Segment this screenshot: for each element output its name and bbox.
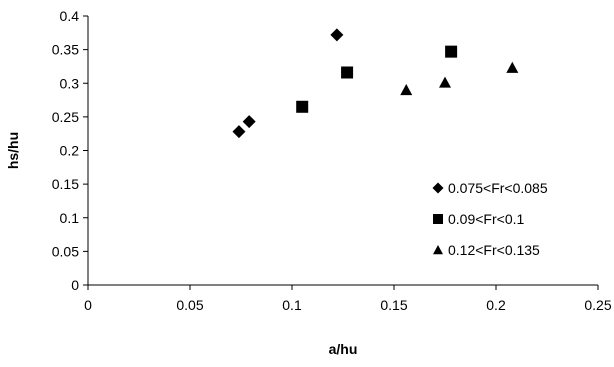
y-tick-label: 0: [71, 277, 79, 293]
square-point: [296, 100, 309, 113]
x-tick-label: 0.2: [486, 297, 506, 313]
legend-label: 0.09<Fr<0.1: [448, 211, 524, 227]
legend-square-marker: [433, 214, 443, 224]
x-tick-label: 0.05: [176, 297, 203, 313]
y-tick-label: 0.1: [60, 210, 80, 226]
diamond-point: [330, 28, 344, 42]
y-tick-label: 0.4: [60, 8, 80, 24]
legend-triangle-marker: [433, 245, 443, 255]
triangle-point: [506, 61, 519, 73]
y-tick-label: 0.15: [52, 176, 79, 192]
tick-labels: 0 0.05 0.1 0.15 0.2 0.25 0.3 0.35 0.4 0 0.05 0.1 0.1…: [52, 8, 612, 313]
axes: [83, 15, 599, 290]
diamond-point: [232, 125, 246, 139]
y-tick-label: 0.2: [60, 143, 80, 159]
y-axis-title: hs/hu: [5, 132, 21, 169]
x-axis-title: a/hu: [329, 341, 358, 357]
legend-label: 0.075<Fr<0.085: [448, 180, 548, 196]
legend: 0.075<Fr<0.085 0.09<Fr<0.1 0.12<Fr<0.135: [432, 180, 548, 258]
x-tick-label: 0: [84, 297, 92, 313]
data-points: [232, 28, 519, 139]
square-point: [341, 66, 354, 79]
diamond-point: [242, 115, 256, 129]
y-tick-label: 0.3: [60, 75, 80, 91]
legend-label: 0.12<Fr<0.135: [448, 242, 540, 258]
triangle-point: [400, 83, 413, 96]
x-tick-label: 0.1: [282, 297, 302, 313]
square-point: [445, 45, 458, 58]
y-tick-label: 0.05: [52, 243, 79, 259]
legend-diamond-marker: [432, 182, 444, 194]
x-tick-label: 0.15: [380, 297, 407, 313]
x-tick-label: 0.25: [584, 297, 611, 313]
y-tick-label: 0.25: [52, 109, 79, 125]
triangle-point: [439, 76, 451, 88]
y-tick-label: 0.35: [52, 42, 79, 58]
